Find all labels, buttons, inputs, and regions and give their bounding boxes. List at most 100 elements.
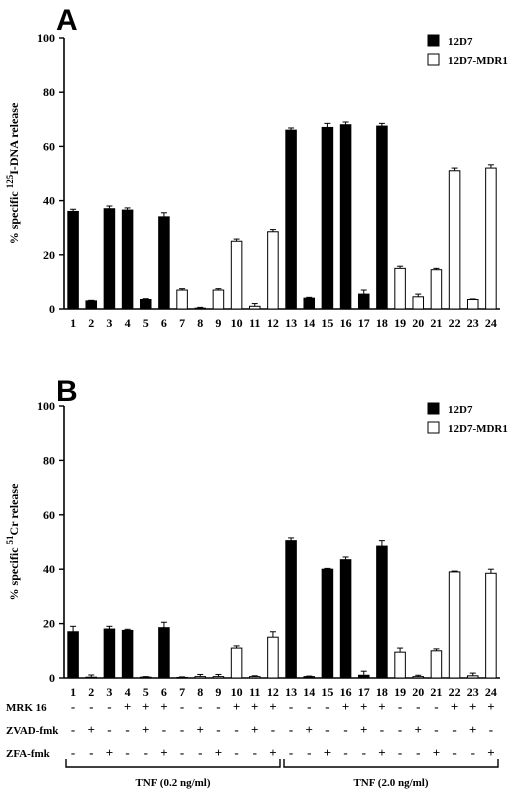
x-tick-label: 12 <box>267 685 279 699</box>
bar-18 <box>376 125 388 310</box>
condition-mark: + <box>360 699 367 714</box>
y-tick-label: 20 <box>43 617 55 631</box>
bar-7 <box>176 289 188 310</box>
condition-mark: - <box>125 722 129 737</box>
condition-mark: - <box>307 699 311 714</box>
group-label: TNF (2.0 ng/ml) <box>353 777 428 789</box>
condition-mark: + <box>160 699 167 714</box>
condition-mark: - <box>162 722 166 737</box>
y-tick-label: 0 <box>49 302 55 316</box>
x-tick-label: 14 <box>303 685 315 699</box>
x-tick-label: 4 <box>125 316 131 330</box>
condition-mark: - <box>289 722 293 737</box>
condition-mark: + <box>451 699 458 714</box>
group-label: TNF (0.2 ng/ml) <box>135 777 210 789</box>
x-tick-label: 12 <box>267 316 279 330</box>
legend-label: 12D7 <box>448 36 473 48</box>
bar-6 <box>158 216 170 310</box>
x-tick-label: 24 <box>485 316 497 330</box>
bar-22 <box>448 571 461 679</box>
bar-8 <box>194 676 207 679</box>
x-tick-label: 22 <box>449 685 461 699</box>
condition-mark: - <box>71 699 75 714</box>
x-tick-label: 9 <box>215 685 221 699</box>
condition-label: MRK 16 <box>6 702 47 714</box>
x-tick-label: 2 <box>88 685 94 699</box>
bar-17 <box>357 293 370 310</box>
x-tick-label: 6 <box>161 685 167 699</box>
condition-mark: - <box>271 722 275 737</box>
x-tick-label: 14 <box>303 316 315 330</box>
condition-mark: + <box>233 699 240 714</box>
condition-mark: - <box>198 745 202 760</box>
condition-mark: - <box>325 699 329 714</box>
bar-2 <box>85 300 98 310</box>
x-tick-label: 10 <box>231 685 243 699</box>
condition-mark: - <box>216 699 220 714</box>
x-tick-label: 24 <box>485 685 497 699</box>
x-tick-label: 2 <box>88 316 94 330</box>
bar-2 <box>85 676 98 679</box>
condition-mark: - <box>89 745 93 760</box>
x-tick-label: 3 <box>106 316 112 330</box>
x-tick-label: 23 <box>467 685 479 699</box>
x-tick-label: 5 <box>143 685 149 699</box>
bar-9 <box>212 676 225 679</box>
condition-mark: - <box>471 745 475 760</box>
condition-label: ZVAD-fmk <box>6 725 59 737</box>
x-tick-label: 18 <box>376 316 388 330</box>
bar-13 <box>285 129 297 310</box>
x-tick-label: 17 <box>358 316 370 330</box>
x-tick-label: 21 <box>430 685 442 699</box>
condition-mark: + <box>342 699 349 714</box>
bar-19 <box>394 651 406 679</box>
condition-mark: - <box>452 722 456 737</box>
x-tick-label: 19 <box>394 316 406 330</box>
condition-mark: + <box>160 745 167 760</box>
legend-swatch <box>427 34 440 47</box>
condition-mark: + <box>197 722 204 737</box>
bar-11 <box>248 305 261 310</box>
condition-mark: - <box>198 699 202 714</box>
condition-mark: - <box>234 745 238 760</box>
condition-mark: - <box>416 745 420 760</box>
panel-label: B <box>56 375 78 408</box>
bar-24 <box>485 572 497 679</box>
group-bracket <box>65 759 281 768</box>
x-tick-label: 1 <box>70 316 76 330</box>
x-tick-label: 11 <box>249 316 260 330</box>
bar-12 <box>267 636 279 679</box>
x-tick-label: 7 <box>179 316 185 330</box>
condition-mark: - <box>398 722 402 737</box>
condition-mark: - <box>107 722 111 737</box>
condition-mark: + <box>88 722 95 737</box>
x-tick-label: 5 <box>143 316 149 330</box>
bar-6 <box>158 627 170 679</box>
bar-4 <box>121 209 134 310</box>
condition-mark: + <box>106 745 113 760</box>
y-tick-label: 60 <box>43 139 55 153</box>
condition-mark: - <box>89 699 93 714</box>
bar-1 <box>67 631 79 679</box>
bar-13 <box>285 540 297 679</box>
bar-15 <box>321 568 334 679</box>
bar-3 <box>103 628 116 679</box>
bar-9 <box>212 289 225 310</box>
condition-mark: - <box>234 722 238 737</box>
condition-mark: - <box>289 699 293 714</box>
condition-mark: + <box>469 699 476 714</box>
condition-mark: - <box>380 722 384 737</box>
x-tick-label: 6 <box>161 316 167 330</box>
condition-mark: - <box>362 745 366 760</box>
panel-label: A <box>56 4 78 37</box>
bar-11 <box>248 676 261 679</box>
bar-10 <box>230 647 243 679</box>
condition-mark: - <box>180 745 184 760</box>
condition-mark: + <box>124 699 131 714</box>
condition-mark: - <box>180 699 184 714</box>
x-tick-label: 15 <box>321 685 333 699</box>
condition-mark: + <box>324 745 331 760</box>
condition-mark: + <box>251 699 258 714</box>
x-tick-label: 7 <box>179 685 185 699</box>
